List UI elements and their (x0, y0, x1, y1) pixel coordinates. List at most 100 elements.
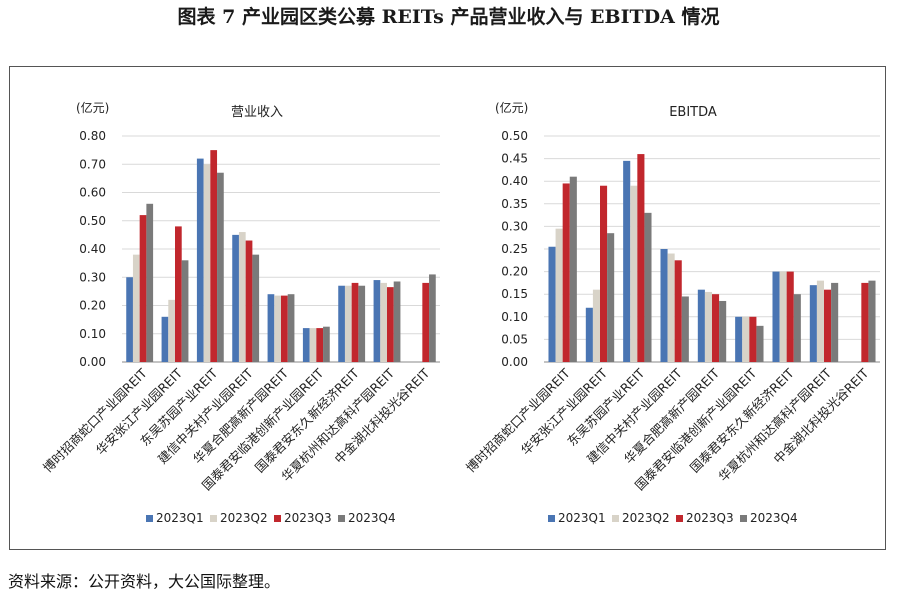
bar-2023Q4-7 (831, 282, 839, 362)
bar-2023Q1-5 (302, 328, 310, 362)
bar-2023Q3-8 (422, 282, 430, 362)
bar-2023Q1-2 (623, 160, 631, 362)
bar-2023Q1-4 (267, 294, 275, 362)
figure-title: 图表 7 产业园区类公募 REITs 产品营业收入与 EBITDA 情况 (177, 6, 720, 28)
bar-2023Q3-3 (674, 260, 682, 362)
y-tick-label: 0.30 (79, 270, 106, 284)
y-tick-label: 0.00 (501, 355, 528, 369)
y-tick-label: 0.25 (501, 242, 528, 256)
bar-2023Q2-1 (168, 299, 175, 362)
legend-label: 2023Q3 (284, 511, 332, 525)
bar-2023Q1-1 (585, 307, 593, 362)
bar-2023Q4-5 (323, 326, 330, 362)
bar-2023Q1-2 (196, 158, 204, 362)
bar-2023Q2-3 (238, 232, 246, 362)
legend-label: 2023Q2 (220, 511, 268, 525)
legend-swatch (146, 515, 153, 522)
bar-2023Q1-3 (232, 234, 239, 362)
bar-2023Q4-3 (252, 254, 260, 362)
bar-2023Q3-8 (861, 282, 869, 362)
y-tick-label: 0.15 (501, 287, 528, 301)
bar-2023Q3-5 (316, 328, 324, 362)
bar-2023Q4-1 (181, 260, 189, 362)
y-tick-label: 0.20 (79, 299, 106, 313)
bar-2023Q3-6 (351, 282, 359, 362)
source-note: 资料来源：公开资料，大公国际整理。 (8, 572, 281, 591)
y-tick-label: 0.50 (79, 214, 106, 228)
y-tick-label: 0.80 (79, 129, 106, 143)
bar-2023Q2-2 (203, 164, 211, 362)
y-tick-label: 0.50 (501, 129, 528, 143)
bar-2023Q2-5 (742, 316, 750, 362)
bar-2023Q4-2 (217, 172, 224, 362)
bar-2023Q2-0 (132, 254, 140, 362)
bar-2023Q1-0 (126, 277, 133, 362)
y-tick-label: 0.60 (79, 186, 106, 200)
y-tick-label: 0.40 (501, 174, 528, 188)
bar-2023Q2-6 (344, 285, 352, 362)
bar-2023Q3-1 (175, 226, 182, 362)
bar-2023Q3-3 (245, 240, 253, 362)
y-tick-label: 0.10 (501, 310, 528, 324)
y-tick-label: 0.00 (79, 355, 106, 369)
bar-2023Q2-1 (592, 289, 600, 362)
bar-2023Q4-8 (429, 274, 436, 362)
bar-2023Q2-5 (309, 328, 317, 362)
bar-2023Q4-0 (569, 176, 577, 362)
bar-2023Q4-0 (146, 203, 154, 362)
bar-2023Q2-4 (274, 295, 281, 362)
y-tick-label: 0.20 (501, 265, 528, 279)
y-unit-label: (亿元) (495, 100, 528, 115)
y-tick-label: 0.35 (501, 197, 528, 211)
bar-2023Q4-1 (607, 233, 615, 362)
legend-swatch (338, 515, 345, 522)
legend-swatch (274, 515, 281, 522)
chart-title: EBITDA (669, 105, 717, 120)
legend-label: 2023Q4 (348, 511, 396, 525)
chart-frame: 0.00 0.10 0.20 0.30 0.40 0.50 0.60 0.70 0.80 (亿元)… (9, 66, 886, 550)
chart-title: 营业收入 (231, 105, 283, 120)
legend-swatch (676, 515, 683, 522)
bar-2023Q3-1 (600, 185, 608, 362)
bar-2023Q2-7 (816, 280, 824, 362)
bar-2023Q3-4 (281, 295, 288, 362)
bar-2023Q1-7 (809, 285, 817, 362)
bar-2023Q3-2 (637, 154, 645, 362)
bar-2023Q4-4 (719, 300, 727, 362)
legend-swatch (548, 515, 555, 522)
y-tick-label: 0.10 (79, 327, 106, 341)
bar-2023Q1-4 (697, 289, 705, 362)
y-tick-label: 0.05 (501, 332, 528, 346)
legend-label: 2023Q1 (156, 511, 204, 525)
chart-ebitda: 0.00 0.05 0.10 0.15 0.20 0.25 0.30 0.35 0.40 0.45… (463, 100, 880, 525)
bar-2023Q4-7 (393, 281, 401, 362)
bar-2023Q2-4 (704, 291, 712, 362)
bar-2023Q3-6 (786, 271, 794, 362)
bar-2023Q3-7 (387, 287, 394, 362)
chart-revenue: 0.00 0.10 0.20 0.30 0.40 0.50 0.60 0.70 0.80 (亿元)… (40, 100, 440, 525)
bar-2023Q1-6 (338, 285, 345, 362)
legend-swatch (740, 515, 747, 522)
bar-2023Q1-3 (660, 249, 668, 362)
bar-2023Q3-4 (712, 294, 720, 362)
charts-svg: 0.00 0.10 0.20 0.30 0.40 0.50 0.60 0.70 0.80 (亿元)… (40, 100, 880, 525)
bar-2023Q4-4 (287, 294, 295, 362)
bar-2023Q4-3 (681, 296, 689, 362)
bar-2023Q4-6 (793, 294, 801, 362)
legend-swatch (612, 515, 619, 522)
bar-2023Q4-5 (756, 325, 764, 362)
y-tick-label: 0.40 (79, 242, 106, 256)
bar-2023Q3-7 (824, 289, 832, 362)
legend-label: 2023Q2 (622, 511, 670, 525)
bar-2023Q1-0 (548, 246, 556, 362)
bar-2023Q4-2 (644, 212, 652, 362)
bar-2023Q2-6 (779, 271, 787, 362)
bar-2023Q2-0 (555, 228, 563, 362)
bar-2023Q1-7 (373, 280, 381, 362)
bar-2023Q4-8 (868, 280, 876, 362)
bar-2023Q2-7 (380, 282, 387, 362)
legend-swatch (210, 515, 217, 522)
bar-2023Q4-6 (358, 285, 366, 362)
bar-2023Q1-5 (735, 316, 743, 362)
bar-2023Q3-2 (210, 150, 218, 362)
